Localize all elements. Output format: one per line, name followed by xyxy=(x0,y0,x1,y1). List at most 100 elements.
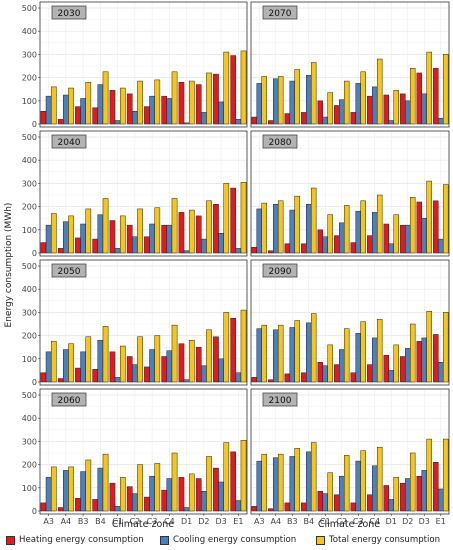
bar-heating-2050-C4 xyxy=(161,356,168,383)
bar-heating-2080-C3 xyxy=(350,242,357,254)
y-axis-label: Energy consumption (MWh) xyxy=(4,203,14,328)
bar-heating-2040-D2 xyxy=(195,215,202,254)
bar-heating-2030-D1 xyxy=(178,81,185,125)
x-tick-label: C4 xyxy=(164,517,175,526)
bar-total-2090-C3 xyxy=(360,321,366,383)
bar-heating-2060-D3 xyxy=(213,467,219,512)
bar-heating-2090-C1 xyxy=(317,362,324,383)
bar-cooling-2060-C4 xyxy=(166,478,173,512)
bar-heating-2100-D2 xyxy=(400,482,406,512)
bar-cooling-2060-D3 xyxy=(218,481,224,512)
bar-heating-2040-C2 xyxy=(126,224,133,254)
bar-cooling-2100-D3 xyxy=(421,470,427,512)
bar-heating-2100-D1 xyxy=(383,485,390,512)
bar-total-2050-D2 xyxy=(206,329,212,383)
bar-cooling-2060-A3 xyxy=(45,477,52,512)
bar-cooling-2070-A4 xyxy=(273,78,279,125)
legend-item-heating: Heating energy consumption xyxy=(6,534,144,546)
bar-total-2040-A4 xyxy=(68,215,74,254)
bar-cooling-2090-E1 xyxy=(438,362,444,383)
bar-cooling-2070-E1 xyxy=(438,117,444,125)
legend-label-cooling: Cooling energy consumption xyxy=(173,535,297,545)
bar-heating-2030-D2 xyxy=(195,84,202,125)
bar-heating-2060-C3 xyxy=(144,496,150,512)
bar-total-2100-A4 xyxy=(277,453,284,512)
bar-heating-2040-A3 xyxy=(40,242,47,254)
bar-cooling-2060-A4 xyxy=(63,470,69,512)
bar-cooling-2040-B3 xyxy=(80,223,86,254)
bar-cooling-2100-B3 xyxy=(289,456,295,512)
bar-total-2050-A3 xyxy=(50,341,57,383)
bar-heating-2050-C1 xyxy=(109,351,116,383)
x-tick-label: D2 xyxy=(402,517,413,526)
bar-cooling-2080-D3 xyxy=(421,217,427,254)
x-tick-label: B4 xyxy=(303,517,314,526)
bar-heating-2100-C1 xyxy=(317,491,324,512)
bar-total-2100-C3 xyxy=(360,450,366,512)
facet-label: 2090 xyxy=(269,267,292,277)
bar-cooling-2070-B4 xyxy=(306,75,312,125)
x-axis-label-left: Climate zone xyxy=(112,519,174,530)
bar-heating-2070-E1 xyxy=(433,68,439,125)
bar-cooling-2030-C3 xyxy=(149,95,155,125)
x-tick-label: A3 xyxy=(43,517,54,526)
bar-cooling-2100-C4 xyxy=(372,465,378,512)
bar-total-2050-A4 xyxy=(68,343,74,383)
bar-cooling-2030-B4 xyxy=(97,84,104,125)
facet-panel-2040: 2040 0 100 200 300 400 500 xyxy=(22,130,248,258)
facet-panel-2080: 2080 xyxy=(250,130,450,257)
x-tick-label: C1 xyxy=(320,517,331,526)
bar-total-2090-A3 xyxy=(261,324,267,383)
bar-total-2040-D2 xyxy=(206,200,212,254)
y-tick-label: 0 xyxy=(32,378,37,387)
bar-heating-2080-C2 xyxy=(334,235,340,254)
bar-heating-2060-D2 xyxy=(195,478,202,512)
legend-item-total: Total energy consumption xyxy=(316,534,440,546)
bar-total-2080-C1 xyxy=(327,214,333,254)
facet-label: 2100 xyxy=(269,396,292,406)
faceted-bar-chart: 2030 0 100 200 300 400 500 2070 2040 0 100 200 300 40… xyxy=(4,1,450,530)
bar-heating-2080-D1 xyxy=(383,223,390,254)
bar-heating-2040-D1 xyxy=(178,212,185,254)
bar-total-2070-C4 xyxy=(376,58,383,125)
bar-total-2090-D3 xyxy=(426,310,432,383)
bar-cooling-2090-A4 xyxy=(273,329,279,383)
bar-cooling-2050-C1 xyxy=(114,377,121,383)
bar-total-2050-E1 xyxy=(240,309,247,383)
y-tick-label: 100 xyxy=(22,484,37,493)
bar-total-2040-A3 xyxy=(50,213,57,254)
bar-cooling-2100-B4 xyxy=(306,451,312,512)
bar-cooling-2060-B3 xyxy=(80,471,86,512)
bar-total-2090-C2 xyxy=(343,328,350,383)
facet-label: 2080 xyxy=(269,138,292,148)
legend: Heating energy consumption Cooling energ… xyxy=(0,530,453,550)
bar-total-2040-C4 xyxy=(171,198,178,254)
bar-cooling-2040-D2 xyxy=(201,238,207,254)
x-tick-label: C4 xyxy=(369,517,380,526)
bar-cooling-2100-A4 xyxy=(273,457,279,512)
bar-total-2070-A4 xyxy=(277,76,284,125)
bar-total-2080-C4 xyxy=(376,194,383,254)
y-tick-label: 300 xyxy=(22,437,37,446)
bar-heating-2050-D3 xyxy=(213,336,219,383)
bar-total-2060-B3 xyxy=(85,459,92,512)
bar-heating-2100-B3 xyxy=(284,502,291,512)
bar-heating-2090-D3 xyxy=(416,341,423,383)
bar-total-2060-D2 xyxy=(206,456,212,512)
bar-heating-2070-D3 xyxy=(416,72,423,125)
y-tick-label: 0 xyxy=(32,120,37,129)
bar-cooling-2100-D1 xyxy=(388,499,394,512)
bar-heating-2030-A3 xyxy=(40,110,47,125)
panel-border xyxy=(250,1,450,128)
bar-total-2040-C1 xyxy=(119,215,126,254)
bar-total-2030-A4 xyxy=(68,87,74,125)
bar-heating-2090-A3 xyxy=(251,377,258,383)
panel-border xyxy=(250,388,450,515)
bar-heating-2080-E1 xyxy=(433,200,439,254)
bar-cooling-2080-A3 xyxy=(256,208,262,254)
bar-heating-2080-C4 xyxy=(367,235,373,254)
bar-heating-2100-D3 xyxy=(416,475,423,512)
bar-cooling-2090-A3 xyxy=(256,328,262,383)
bar-total-2090-C4 xyxy=(376,319,383,383)
bar-total-2030-D3 xyxy=(223,51,230,125)
